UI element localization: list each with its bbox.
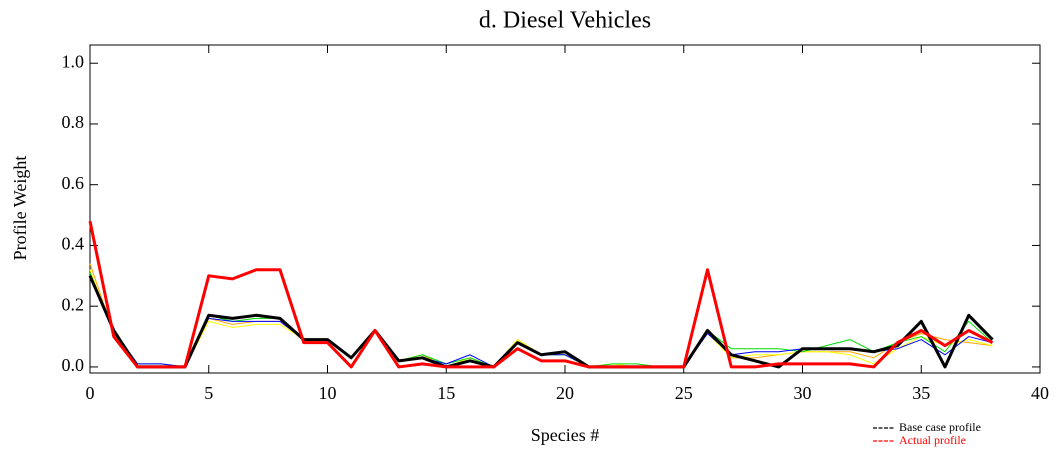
x-tick-label: 10 (319, 383, 337, 403)
y-tick-label: 1.0 (62, 51, 85, 71)
legend-label: Actual profile (899, 433, 966, 447)
y-axis-label: Profile Weight (10, 156, 30, 261)
x-tick-label: 15 (437, 383, 455, 403)
series-line (88, 220, 994, 369)
series-line (89, 272, 993, 368)
plot-frame (89, 44, 1041, 374)
y-tick-label: 0.0 (62, 355, 85, 375)
series-line (88, 275, 994, 369)
y-tick-label: 0.4 (62, 234, 85, 254)
x-tick-label: 25 (675, 383, 693, 403)
x-tick-label: 35 (912, 383, 930, 403)
x-axis-label: Species # (531, 425, 599, 445)
legend-label: Base case profile (899, 420, 981, 434)
y-tick-label: 0.6 (62, 173, 85, 193)
x-tick-label: 30 (794, 383, 812, 403)
x-tick-label: 20 (556, 383, 574, 403)
y-tick-label: 0.8 (62, 112, 85, 132)
chart-title: d. Diesel Vehicles (479, 8, 651, 34)
x-tick-label: 5 (204, 383, 213, 403)
x-tick-label: 40 (1031, 383, 1049, 403)
x-tick-label: 0 (86, 383, 95, 403)
y-tick-label: 0.2 (62, 294, 85, 314)
